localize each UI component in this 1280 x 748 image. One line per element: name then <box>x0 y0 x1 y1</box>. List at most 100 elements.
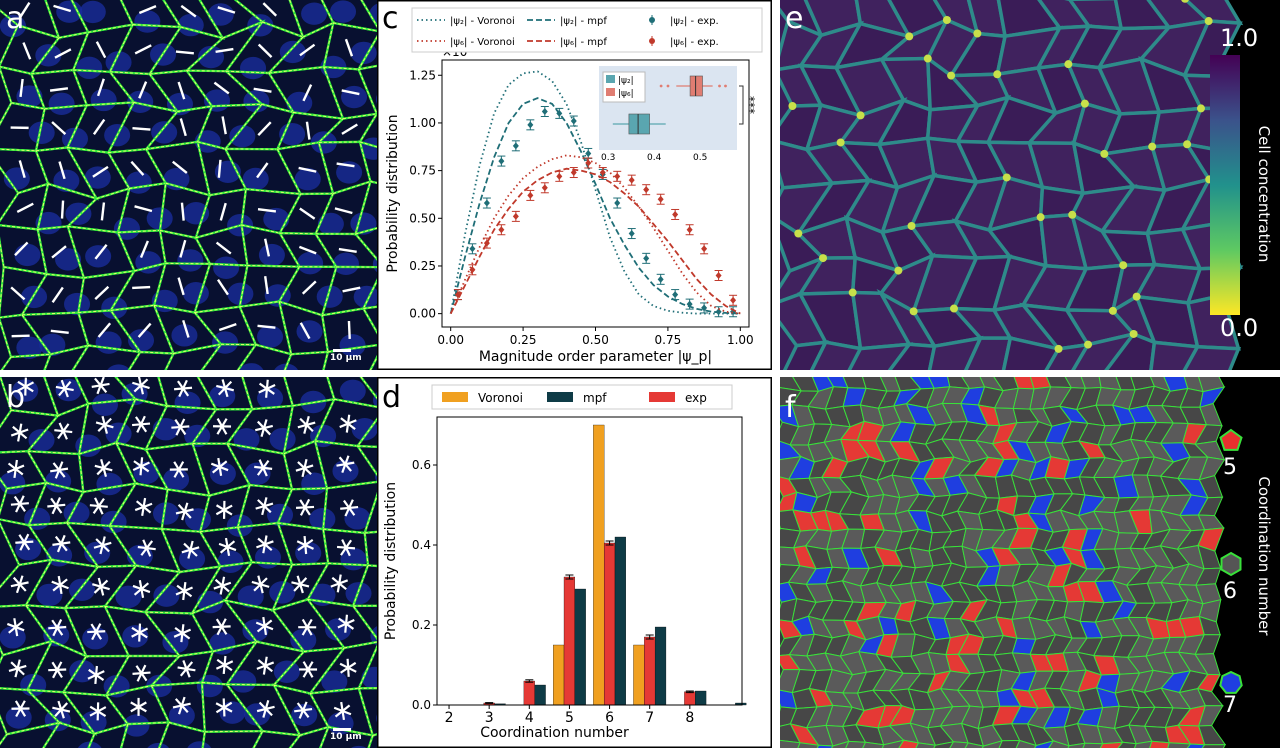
orientation-bar <box>179 118 187 137</box>
junction-hotspot <box>947 71 956 80</box>
hexatic-star <box>254 459 273 477</box>
panel-d-coordination-chart: 2 3 4 5 6 7 8 0.0 0.2 0.4 0.6 Coordination number Pr… <box>377 377 772 748</box>
legend-d-box <box>431 384 733 410</box>
nucleus <box>177 249 204 272</box>
cell-outline-dashed <box>0 24 60 75</box>
legend-label-7: 7 <box>1223 693 1237 718</box>
cell-outline-dashed <box>66 187 130 233</box>
hexatic-star <box>218 537 237 557</box>
x-tick-label: 7 <box>645 710 654 726</box>
orientation-bar <box>298 166 317 173</box>
nucleus <box>80 711 107 734</box>
data-point <box>527 191 534 199</box>
orientation-bar <box>257 208 277 213</box>
hexatic-star <box>216 379 235 398</box>
star-arm <box>48 625 67 630</box>
nucleus <box>209 384 236 408</box>
nucleus <box>0 626 26 649</box>
hexatic-star <box>177 660 196 678</box>
data-point <box>483 239 490 247</box>
cell-outline-dashed <box>321 308 377 353</box>
star-arm <box>54 702 69 718</box>
hexatic-star <box>132 579 151 599</box>
legend-label: |ψ₂| - exp. <box>670 16 719 27</box>
cell-outline-dashed <box>0 687 61 735</box>
inset-legend-swatch <box>606 75 615 83</box>
hexatic-star <box>171 418 190 436</box>
y-tick-label: 0.0 <box>412 698 431 712</box>
cell-outline-dashed <box>322 344 377 370</box>
junction-hotspot <box>848 288 857 297</box>
star-arm <box>89 706 107 717</box>
orientation-bar <box>341 123 358 135</box>
cell-outline-dashed <box>201 682 264 733</box>
nucleus <box>297 251 324 275</box>
junction-hotspot <box>1148 142 1157 151</box>
hexatic-star <box>175 581 193 601</box>
star-arm <box>96 460 111 476</box>
panel-e-concentration-field: e 1.0 0.0 Cell concentration <box>780 0 1280 370</box>
junction-hotspot <box>942 15 951 24</box>
cell-polygon <box>862 741 885 748</box>
hexatic-star <box>251 575 270 594</box>
cell-outline-dashed <box>145 105 213 150</box>
nucleus <box>257 386 284 410</box>
cell-polygon <box>898 739 920 748</box>
hexatic-star <box>52 534 71 553</box>
star-arm <box>175 508 194 515</box>
star-arm <box>213 581 232 590</box>
bar-mpf <box>574 588 586 706</box>
series-line-|ψ₂| - Voronoi <box>449 70 741 315</box>
star-arm <box>339 419 357 429</box>
star-arm <box>133 378 149 393</box>
orientation-bar <box>217 6 236 14</box>
data-point <box>541 107 548 115</box>
orientation-bar <box>298 245 317 255</box>
hexatic-star <box>11 700 30 718</box>
star-arm <box>8 620 24 634</box>
hexatic-star <box>6 618 25 637</box>
scale-bar-a-text: 10 µm <box>330 353 362 363</box>
star-arm <box>173 628 192 638</box>
nucleus <box>336 161 363 184</box>
star-arm <box>297 421 316 429</box>
star-arm <box>175 586 193 596</box>
data-point <box>628 176 635 184</box>
inset-tick-label: 0.5 <box>693 153 707 163</box>
inset-tick-label: 0.4 <box>647 153 662 163</box>
cell-outline-dashed <box>321 266 377 316</box>
orientation-bar <box>182 319 190 338</box>
orientation-bar <box>299 322 311 340</box>
hexatic-star <box>295 498 315 516</box>
x-axis-label: Coordination number <box>480 725 629 741</box>
panel-a-label: a <box>6 1 25 36</box>
cell-polygon <box>881 739 905 748</box>
junction-hotspot <box>819 254 828 263</box>
cell-outline-dashed <box>364 531 377 567</box>
nucleus <box>344 507 371 530</box>
hexatic-star <box>212 618 231 636</box>
nucleus <box>230 670 257 693</box>
star-arm <box>87 630 106 634</box>
hexatic-star <box>131 623 149 642</box>
panel-f-coordination-map: f 5 6 7 Coordination number <box>780 377 1280 748</box>
orientation-bar <box>19 78 24 98</box>
star-arm <box>92 498 105 514</box>
nucleus <box>79 0 106 24</box>
hexatic-star <box>175 502 194 521</box>
y-tick-label: 0.50 <box>409 211 436 225</box>
legend-label: |ψ₆| - exp. <box>670 37 719 48</box>
hexatic-star <box>17 377 35 396</box>
star-arm <box>52 578 68 592</box>
nucleus <box>0 14 26 38</box>
legend-label-5: 5 <box>1223 455 1237 480</box>
star-arm <box>17 381 35 392</box>
cell-outline-dashed <box>326 377 377 408</box>
cell-polygon <box>1082 742 1104 748</box>
star-arm <box>253 577 268 592</box>
bar-mpf <box>695 690 707 706</box>
panel-b-label: b <box>6 380 26 415</box>
cell-outline-dashed <box>225 683 301 736</box>
star-arm <box>87 670 105 680</box>
nucleus <box>301 2 328 25</box>
